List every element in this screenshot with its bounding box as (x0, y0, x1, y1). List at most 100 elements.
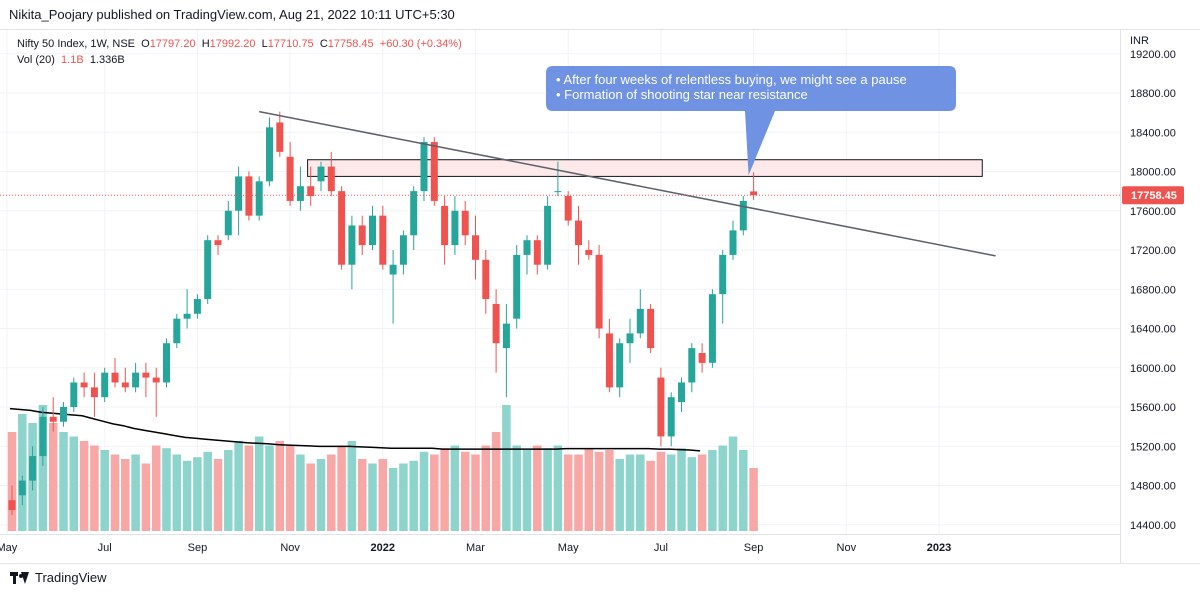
chart-svg[interactable]: • After four weeks of relentless buying,… (0, 30, 1200, 564)
volume-bar (244, 445, 254, 531)
resistance-zone[interactable] (307, 159, 983, 177)
candle-body (399, 235, 407, 265)
candle-body (554, 191, 562, 193)
candle (575, 205, 582, 265)
volume-bar (502, 405, 511, 531)
candle (379, 205, 387, 270)
legend-close-label: C (319, 38, 328, 50)
candle (60, 402, 67, 427)
candle (49, 397, 57, 432)
volume-bar (141, 463, 151, 531)
candle (338, 186, 346, 270)
volume-bar (687, 457, 697, 531)
candle-body (255, 181, 263, 216)
price-tick-label: 16000.00 (1130, 363, 1176, 375)
candle (636, 289, 644, 339)
candle (657, 367, 665, 447)
candle-body (214, 240, 222, 246)
volume-bar (666, 454, 676, 531)
candle (235, 166, 243, 236)
volume-bar (378, 459, 388, 531)
candle-body (389, 264, 397, 275)
callout-bubble[interactable] (546, 66, 956, 176)
candle (719, 250, 727, 324)
legend-high: 17992.20 (209, 38, 256, 50)
volume-bar (285, 445, 295, 531)
volume-bar (563, 454, 573, 531)
candle-body (60, 407, 67, 422)
volume-bar (739, 450, 748, 531)
candle-body (739, 200, 747, 231)
candle-body (132, 372, 140, 388)
time-axis[interactable]: May Jul Sep Nov 2022 Mar May Jul Sep Nov 2023 (0, 542, 951, 554)
candle-body (152, 377, 160, 383)
tradingview-logo-icon[interactable] (10, 571, 30, 584)
candle-body (420, 142, 428, 192)
volume-bar (275, 441, 285, 531)
candle-body (657, 377, 665, 437)
candle-body (410, 191, 418, 236)
candle-body (678, 382, 685, 403)
candle-body (441, 205, 449, 246)
candle (544, 196, 552, 270)
legend-symbol[interactable]: Nifty 50 Index, 1W, NSE (17, 38, 135, 50)
candle (70, 377, 78, 412)
candle (554, 161, 562, 197)
candle (523, 235, 531, 275)
candles[interactable] (8, 111, 758, 515)
volume-bar (419, 451, 429, 531)
volume-bar (594, 451, 604, 531)
volume-bar (636, 454, 645, 531)
candle-body (667, 397, 675, 437)
volume-bar (543, 448, 552, 531)
volume-bar (162, 448, 171, 531)
time-tick-label: Jul (98, 542, 112, 554)
candle-body (616, 343, 624, 388)
candle (626, 318, 634, 363)
candle (472, 215, 479, 280)
annotation-callout[interactable]: • After four weeks of relentless buying,… (546, 66, 956, 176)
volume-bar (646, 460, 655, 531)
candle-body (142, 372, 150, 378)
candle (585, 240, 593, 260)
candle (80, 372, 88, 398)
legend-change: +60.30 (+0.34%) (379, 38, 462, 50)
volume-bar (430, 454, 439, 531)
candle (101, 367, 109, 403)
candle (482, 250, 490, 314)
publish-info: Nikita_Poojary published on TradingView.… (9, 7, 455, 22)
candle-body (585, 250, 593, 255)
candle (595, 245, 603, 339)
candle-body (719, 254, 727, 295)
candle (358, 215, 366, 255)
volume-bar (605, 450, 614, 531)
volume-bar (708, 450, 717, 531)
volume-bar (677, 448, 686, 531)
volume-bar (306, 463, 315, 531)
footer-brand[interactable]: TradingView (35, 570, 107, 585)
volume-bar (296, 454, 305, 531)
volume-bar (728, 436, 738, 531)
price-tick-label: 17600.00 (1130, 206, 1176, 218)
candle (8, 485, 16, 515)
candle-body (183, 313, 191, 319)
volume-bar (368, 463, 377, 531)
volume-bar (697, 454, 707, 531)
candle (163, 338, 170, 388)
candle-body (626, 333, 634, 344)
volume-bar (38, 405, 48, 531)
candle-body (307, 186, 315, 197)
candle (461, 200, 469, 246)
candle-body (698, 353, 706, 363)
price-tick-label: 18400.00 (1130, 127, 1176, 139)
candle-body (193, 299, 201, 314)
candle-body (266, 127, 273, 182)
legend-ohlc-row: Nifty 50 Index, 1W, NSE O17797.20 H17992… (17, 36, 462, 52)
volume-bar (234, 441, 243, 531)
volume-bar (440, 448, 449, 531)
resistance-trendline[interactable] (259, 110, 996, 257)
candle-body (29, 456, 37, 481)
legend-volume-label[interactable]: Vol (20) (17, 54, 55, 66)
volume-bar (481, 445, 491, 531)
price-axis[interactable]: 14400.00 14800.00 15200.00 15600.00 16000.00… (1130, 49, 1176, 532)
